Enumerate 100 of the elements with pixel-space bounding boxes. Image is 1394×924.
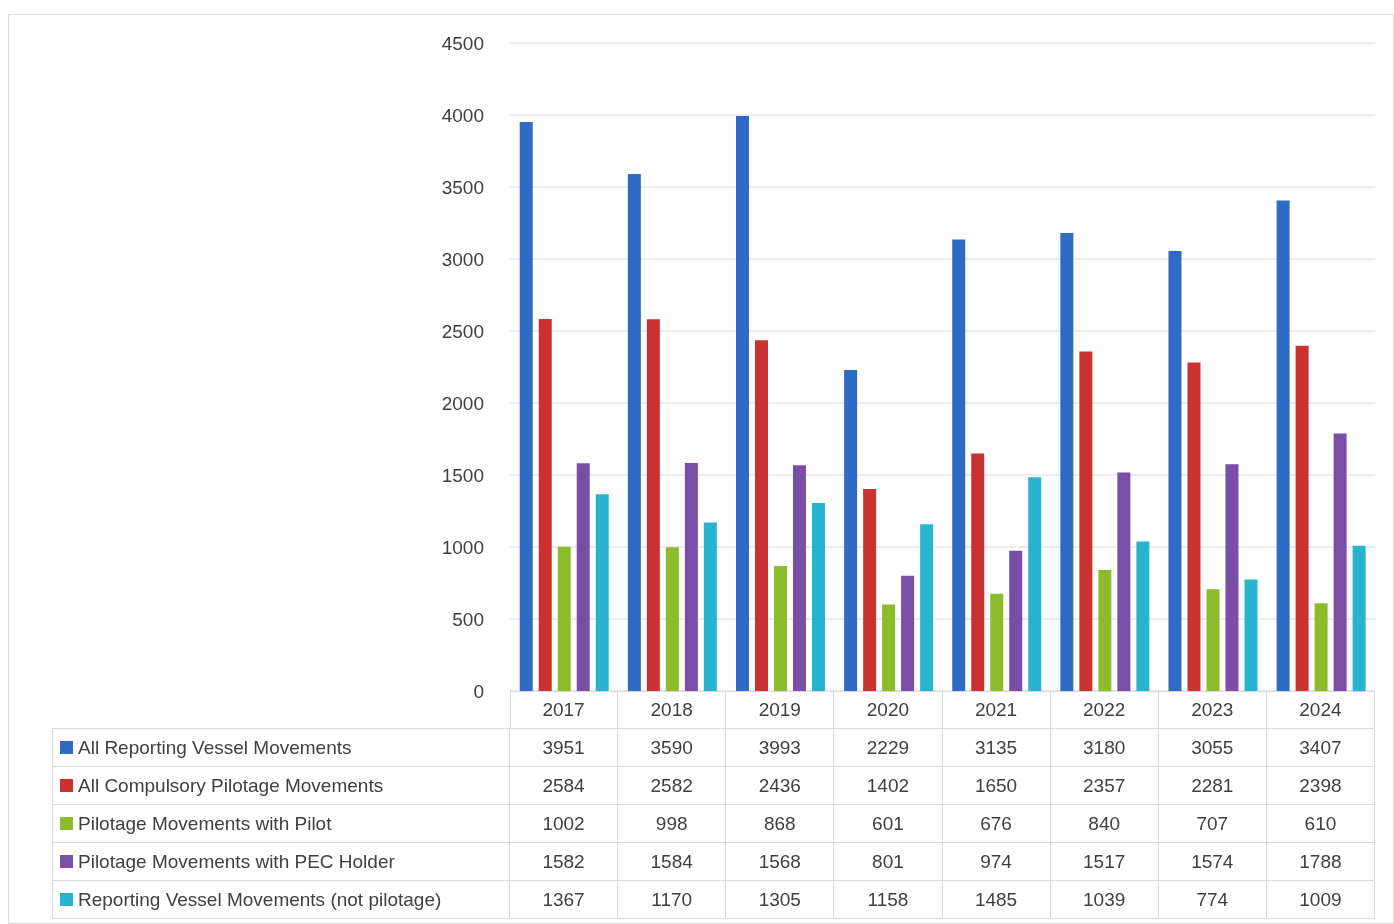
- bar: [557, 546, 571, 691]
- bar: [971, 453, 985, 691]
- y-tick-label: 2000: [441, 392, 484, 414]
- bar: [576, 463, 590, 691]
- data-label: 3951: [510, 729, 619, 767]
- data-label: 1305: [726, 881, 835, 919]
- bar: [920, 524, 934, 691]
- data-label: 868: [726, 805, 835, 843]
- data-label: 1788: [1266, 843, 1375, 881]
- bar: [1314, 603, 1328, 691]
- data-label: 2582: [618, 767, 727, 805]
- bar: [901, 575, 915, 691]
- legend-label: All Compulsory Pilotage Movements: [52, 767, 510, 805]
- bar: [1225, 464, 1239, 691]
- bar: [519, 122, 533, 691]
- bar: [863, 489, 877, 691]
- legend-label: All Reporting Vessel Movements: [52, 729, 510, 767]
- bar: [1295, 345, 1309, 691]
- data-label: 1170: [618, 881, 727, 919]
- data-label: 774: [1158, 881, 1267, 919]
- data-label: 610: [1266, 805, 1375, 843]
- bar: [646, 319, 660, 691]
- y-tick-label: 1500: [441, 464, 484, 486]
- legend-label: Pilotage Movements with PEC Holder: [52, 843, 510, 881]
- bar: [1136, 541, 1150, 691]
- data-label: 3590: [618, 729, 727, 767]
- data-label: 1582: [510, 843, 619, 881]
- y-tick-label: 0: [473, 680, 484, 702]
- bar: [665, 547, 679, 691]
- data-label: 2398: [1266, 767, 1375, 805]
- bar: [684, 462, 698, 691]
- data-label: 676: [942, 805, 1051, 843]
- data-label: 1002: [510, 805, 619, 843]
- data-label: 974: [942, 843, 1051, 881]
- y-tick-label: 3000: [441, 248, 484, 270]
- data-label: 1039: [1050, 881, 1159, 919]
- bar: [844, 370, 858, 691]
- bar: [703, 522, 717, 691]
- x-tick-label: 2023: [1158, 691, 1267, 729]
- data-label: 3055: [1158, 729, 1267, 767]
- data-label: 2436: [726, 767, 835, 805]
- bar: [1060, 233, 1074, 691]
- data-label: 1485: [942, 881, 1051, 919]
- bar: [735, 116, 749, 691]
- data-label: 2357: [1050, 767, 1159, 805]
- data-label: 1402: [834, 767, 943, 805]
- legend-label: Pilotage Movements with Pilot: [52, 805, 510, 843]
- legend-label: Reporting Vessel Movements (not pilotage): [52, 881, 510, 919]
- x-tick-label: 2020: [834, 691, 943, 729]
- data-label: 3407: [1266, 729, 1375, 767]
- y-tick-label: 500: [452, 608, 484, 630]
- x-tick-label: 2018: [618, 691, 727, 729]
- data-label: 707: [1158, 805, 1267, 843]
- bar: [1028, 477, 1042, 691]
- data-label: 840: [1050, 805, 1159, 843]
- x-tick-label: 2021: [942, 691, 1051, 729]
- bar: [1276, 200, 1290, 691]
- bar: [811, 503, 825, 691]
- data-label: 3135: [942, 729, 1051, 767]
- bar: [882, 604, 896, 691]
- data-label: 998: [618, 805, 727, 843]
- x-tick-label: 2019: [726, 691, 835, 729]
- bar: [990, 593, 1004, 691]
- bar: [1244, 579, 1258, 691]
- x-tick-label: 2022: [1050, 691, 1159, 729]
- data-label: 1517: [1050, 843, 1159, 881]
- data-label: 1650: [942, 767, 1051, 805]
- bar: [538, 318, 552, 691]
- bar: [1098, 570, 1112, 691]
- data-label: 1158: [834, 881, 943, 919]
- data-label: 1367: [510, 881, 619, 919]
- data-label: 3993: [726, 729, 835, 767]
- y-tick-label: 3500: [441, 176, 484, 198]
- x-tick-label: 2017: [510, 691, 619, 729]
- bar: [1187, 362, 1201, 691]
- bar: [754, 340, 768, 691]
- y-tick-label: 2500: [441, 320, 484, 342]
- data-label: 3180: [1050, 729, 1159, 767]
- data-label: 1584: [618, 843, 727, 881]
- bar: [1206, 589, 1220, 691]
- bar: [1079, 351, 1093, 691]
- bar: [1009, 550, 1023, 691]
- data-label: 801: [834, 843, 943, 881]
- data-label: 1009: [1266, 881, 1375, 919]
- data-label: 601: [834, 805, 943, 843]
- bar: [595, 494, 609, 691]
- data-label: 2584: [510, 767, 619, 805]
- bar: [792, 465, 806, 691]
- bar: [773, 566, 787, 691]
- bar: [952, 239, 966, 691]
- bar: [1168, 251, 1182, 691]
- data-label: 1568: [726, 843, 835, 881]
- y-tick-label: 1000: [441, 536, 484, 558]
- data-label: 2281: [1158, 767, 1267, 805]
- bar: [1117, 472, 1131, 691]
- y-tick-label: 4000: [441, 104, 484, 126]
- bar: [1333, 433, 1347, 691]
- data-label: 1574: [1158, 843, 1267, 881]
- bar: [1352, 545, 1366, 691]
- bar: [627, 174, 641, 691]
